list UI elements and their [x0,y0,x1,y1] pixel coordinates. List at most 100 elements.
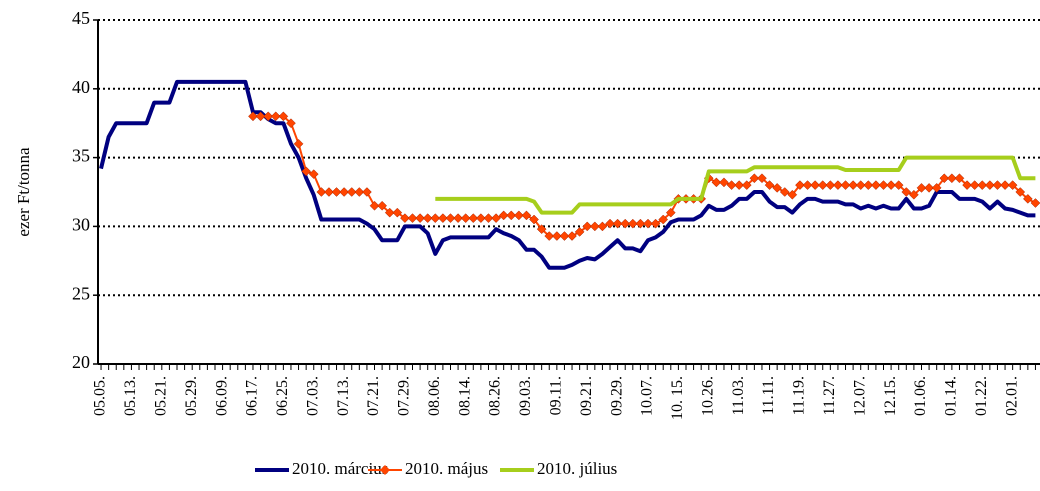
point-marker [498,210,509,221]
legend-label: 2010. július [537,459,617,478]
y-tick-label: 30 [72,215,90,235]
x-tick-label: 01.22. [973,376,990,416]
point-marker [369,200,380,211]
point-marker [985,180,995,190]
point-marker [977,180,988,190]
point-marker [551,231,562,241]
x-tick-label: 08.06. [426,376,443,416]
point-marker [612,218,623,229]
point-marker [468,213,479,223]
x-tick-label: 02.01. [1003,376,1020,416]
point-marker [711,177,722,188]
x-tick-label: 05.05. [92,376,109,416]
point-marker [734,180,745,190]
x-tick-label: 08.26. [487,376,504,416]
point-marker [407,213,418,223]
x-tick-label: 11.03. [730,376,747,415]
x-tick-label: 12.07. [851,376,868,416]
x-tick-label: 09.11. [548,376,565,415]
point-marker [749,173,760,184]
point-marker [817,180,828,190]
point-marker [924,183,934,193]
point-marker [969,180,980,190]
point-marker [278,111,289,122]
point-marker [324,187,334,197]
x-tick-label: 05.29. [183,376,200,416]
point-marker [392,207,403,218]
point-marker [293,138,304,149]
x-tick-label: 09.03. [517,376,534,416]
point-marker [893,180,904,190]
point-marker [483,213,494,223]
point-marker [301,166,312,177]
x-tick-label: 10. 15. [669,376,686,420]
point-marker [901,187,912,197]
x-tick-label: 07.13. [335,376,352,416]
x-tick-label: 05.21. [152,376,169,416]
point-marker [992,180,1003,190]
point-marker [757,173,767,184]
series-line [253,115,1036,237]
x-tick-label: 10.26. [699,376,716,416]
point-marker [308,169,319,179]
point-marker [567,231,577,241]
x-tick-label: 12.15. [882,376,899,416]
point-marker [529,214,539,225]
x-tick-label: 01.14. [943,376,960,416]
point-marker [384,207,395,218]
y-tick-label: 45 [72,8,90,28]
point-marker [939,173,950,184]
point-marker [931,183,942,193]
point-marker [263,111,274,122]
x-tick-label: 07.29. [396,376,413,416]
point-marker [286,118,296,129]
point-marker [430,213,441,223]
point-marker [779,187,790,197]
point-marker [354,187,365,197]
point-marker [658,214,669,225]
point-marker [855,180,866,190]
x-tick-label: 01.06. [912,376,929,416]
point-marker [719,177,729,188]
point-marker [916,183,927,193]
point-marker [650,218,661,229]
point-marker [635,218,646,229]
point-marker [574,227,585,237]
point-marker [491,213,501,223]
point-marker [627,218,638,229]
point-marker [514,210,524,221]
point-marker [726,180,737,190]
point-marker [559,231,570,241]
point-marker [589,221,600,232]
point-marker [362,187,372,197]
point-marker [400,213,410,223]
x-tick-label: 06.09. [213,376,230,416]
point-marker [1015,187,1026,197]
point-marker [605,218,615,229]
point-marker [848,180,858,190]
x-tick-label: 11.27. [821,376,838,415]
point-marker [438,213,448,223]
point-marker [947,173,957,184]
point-marker [544,231,555,241]
point-marker [665,207,676,218]
point-marker [316,187,327,197]
point-marker [415,213,425,223]
point-marker [787,189,798,200]
x-tick-label: 07.21. [365,376,382,416]
point-marker [460,213,471,223]
point-marker [833,180,843,190]
point-marker [863,180,874,190]
y-axis-label: ezer Ft/tonna [14,147,33,237]
x-tick-label: 06.17. [244,376,261,416]
y-tick-label: 25 [72,283,90,303]
series-line [435,155,1036,215]
point-marker [270,111,281,122]
point-marker [810,180,820,190]
point-marker [422,213,433,223]
point-marker [954,173,965,184]
point-marker [962,180,972,190]
point-marker [255,111,266,122]
legend-marker [380,465,390,475]
